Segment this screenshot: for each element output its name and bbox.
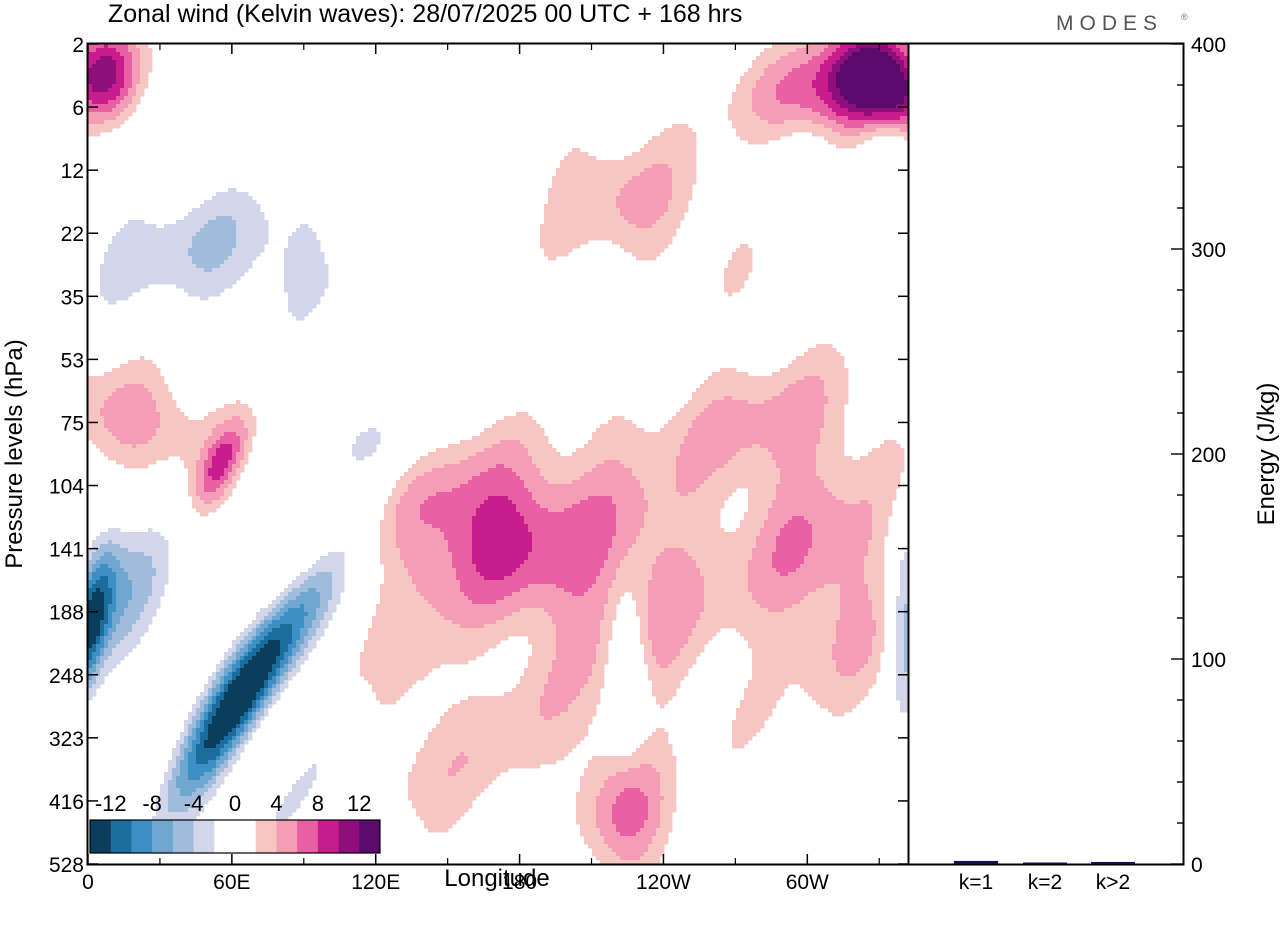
brand-name: MODES [1056, 12, 1163, 35]
colorbar-swatch [214, 820, 236, 853]
colorbar-swatch [255, 820, 277, 853]
energy-tick-label: 300 [1191, 239, 1226, 262]
y-tick-label: 12 [61, 160, 84, 183]
x-tick-label: 180 [502, 871, 537, 894]
energy-tick-label: 400 [1191, 34, 1226, 57]
energy-category-label: k=2 [1028, 871, 1062, 894]
colorbar-swatch [172, 820, 194, 853]
x-tick-label: 0 [82, 871, 94, 894]
colorbar-label: -8 [142, 791, 162, 816]
x-tick-label: 60W [786, 871, 829, 894]
energy-axis: 0 100 200 300 400 [1171, 34, 1226, 877]
colorbar-label: 12 [347, 791, 371, 816]
x-tick-label: 120W [636, 871, 691, 894]
colorbar-frame [89, 819, 381, 854]
y-tick-label: 2 [72, 34, 84, 57]
y-tick-label: 416 [49, 791, 84, 814]
colorbar-swatch [193, 820, 215, 853]
chart-title: Zonal wind (Kelvin waves): 28/07/2025 00… [108, 0, 742, 28]
y-tick-label: 35 [61, 286, 84, 309]
longitude-axis: 0 60E 120E 180 120W 60W [82, 44, 880, 894]
energy-tick-label: 0 [1191, 854, 1203, 877]
y-tick-label: 53 [61, 349, 84, 372]
energy-frame [907, 42, 1185, 866]
energy-bar [1023, 862, 1067, 864]
y-tick-label: 6 [72, 97, 84, 120]
y-tick-label: 188 [49, 602, 84, 625]
colorbar-swatch [297, 820, 319, 853]
colorbar-swatch [317, 820, 339, 853]
colorbar-swatch [359, 820, 381, 853]
colorbar-swatch [110, 820, 132, 853]
colorbar-legend: -12 -8 -4 0 4 8 12 [89, 791, 381, 854]
colorbar-swatch [90, 820, 112, 853]
y-tick-label: 141 [49, 539, 84, 562]
y-axis-label: Pressure levels (hPa) [1, 339, 28, 568]
y-tick-label: 528 [49, 854, 84, 877]
colorbar-swatch [235, 820, 257, 853]
x-axis-label: Longitude [444, 865, 549, 892]
colorbar-swatch [338, 820, 360, 853]
energy-category-label: k=1 [959, 871, 993, 894]
colorbar-swatch [131, 820, 153, 853]
colorbar-swatch [152, 820, 174, 853]
colorbar-label: -4 [184, 791, 204, 816]
energy-bars: k=1 k=2 k>2 [954, 860, 1135, 894]
energy-bar [954, 860, 998, 864]
pressure-axis: 2 6 12 22 35 53 75 104 141 188 248 323 416 528 [49, 34, 908, 877]
energy-bar [1091, 861, 1135, 864]
colorbar-label: 8 [312, 791, 324, 816]
brand-registered-mark: ® [1181, 12, 1188, 22]
y-tick-label: 248 [49, 665, 84, 688]
y-tick-label: 104 [49, 476, 84, 499]
x-tick-label: 60E [213, 871, 250, 894]
colorbar-label: 0 [229, 791, 241, 816]
y-tick-label: 75 [61, 412, 84, 435]
colorbar-label: -12 [95, 791, 127, 816]
x-tick-label: 120E [351, 871, 400, 894]
energy-tick-label: 100 [1191, 649, 1226, 672]
energy-category-label: k>2 [1096, 871, 1130, 894]
modes-logo: MODES ® [1056, 12, 1188, 35]
colorbar-label: 4 [270, 791, 282, 816]
colorbar-swatch [276, 820, 298, 853]
y-tick-label: 323 [49, 728, 84, 751]
heatmap-field [88, 44, 909, 865]
energy-axis-label: Energy (J/kg) [1253, 383, 1280, 526]
y-tick-label: 22 [61, 223, 84, 246]
energy-tick-label: 200 [1191, 444, 1226, 467]
